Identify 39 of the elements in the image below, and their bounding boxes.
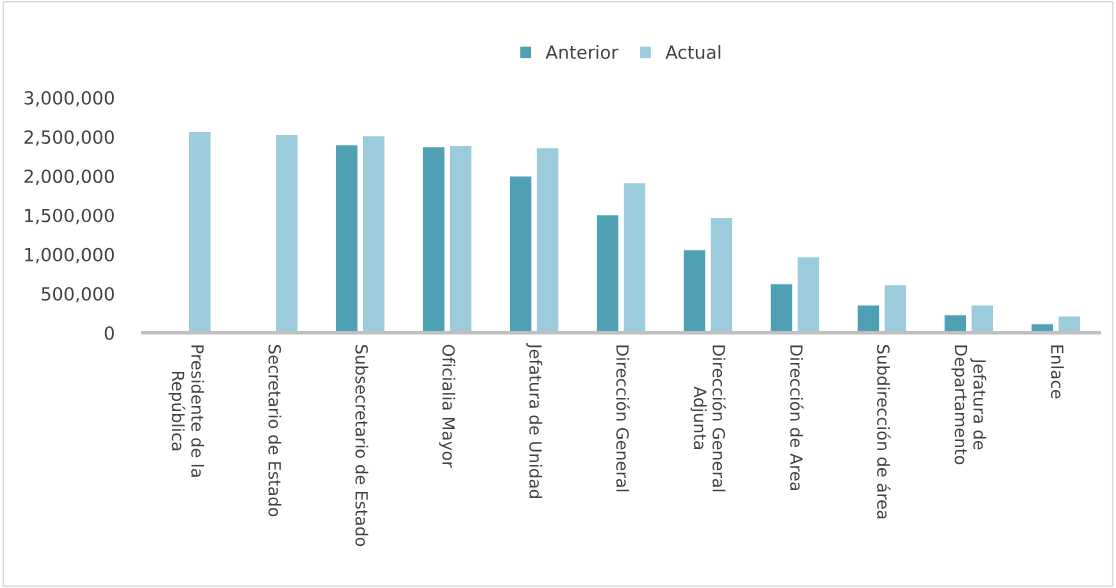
y-tick-label: 3,000,000: [24, 91, 114, 107]
bar: [796, 256, 821, 333]
bar: [1057, 315, 1082, 333]
x-tick-label: Subdirección de área: [877, 345, 891, 519]
y-tick-label: 1,000,000: [25, 247, 114, 264]
bar: [535, 147, 560, 333]
x-tick-label: Presidente de la República: [168, 345, 205, 477]
x-tick-label: Oficialia Mayor: [439, 344, 456, 468]
y-tick-label: 500,000: [41, 287, 114, 303]
bar: [508, 175, 533, 333]
x-tick-label: Secretario de Estado: [268, 345, 282, 517]
bar: [334, 144, 359, 333]
bar: [361, 135, 386, 333]
y-tick-label: 1,500,000: [25, 208, 114, 225]
x-tick-label: Jefatura de Unidad: [526, 343, 543, 499]
bar: [622, 182, 647, 333]
bar: [187, 130, 212, 333]
bar: [709, 217, 734, 333]
bar: [448, 144, 473, 333]
bar: [856, 304, 881, 333]
bar: [769, 283, 794, 333]
legend-label: Actual: [665, 45, 721, 60]
y-tick-label: 2,500,000: [24, 130, 114, 146]
bar: [595, 214, 620, 333]
bar: [883, 284, 908, 333]
bar: [682, 249, 707, 333]
x-tick-label: Enlace: [1050, 345, 1064, 399]
x-tick-label: Jefatura de Departamento: [951, 345, 987, 465]
legend-label: Anterior: [545, 45, 619, 60]
y-tick-label: 0: [104, 326, 114, 340]
bar: [970, 304, 995, 333]
x-tick-label: Dirección General: [616, 345, 630, 492]
bar: [421, 146, 446, 333]
bar: [943, 314, 968, 333]
x-tick-label: Subsecretario de Estado: [355, 345, 369, 547]
x-tick-label: Dirección de Area: [790, 345, 804, 491]
x-tick-label: Dirección General Adjunta: [690, 345, 727, 492]
y-tick-label: 2,000,000: [24, 169, 114, 185]
bar: [274, 133, 299, 333]
